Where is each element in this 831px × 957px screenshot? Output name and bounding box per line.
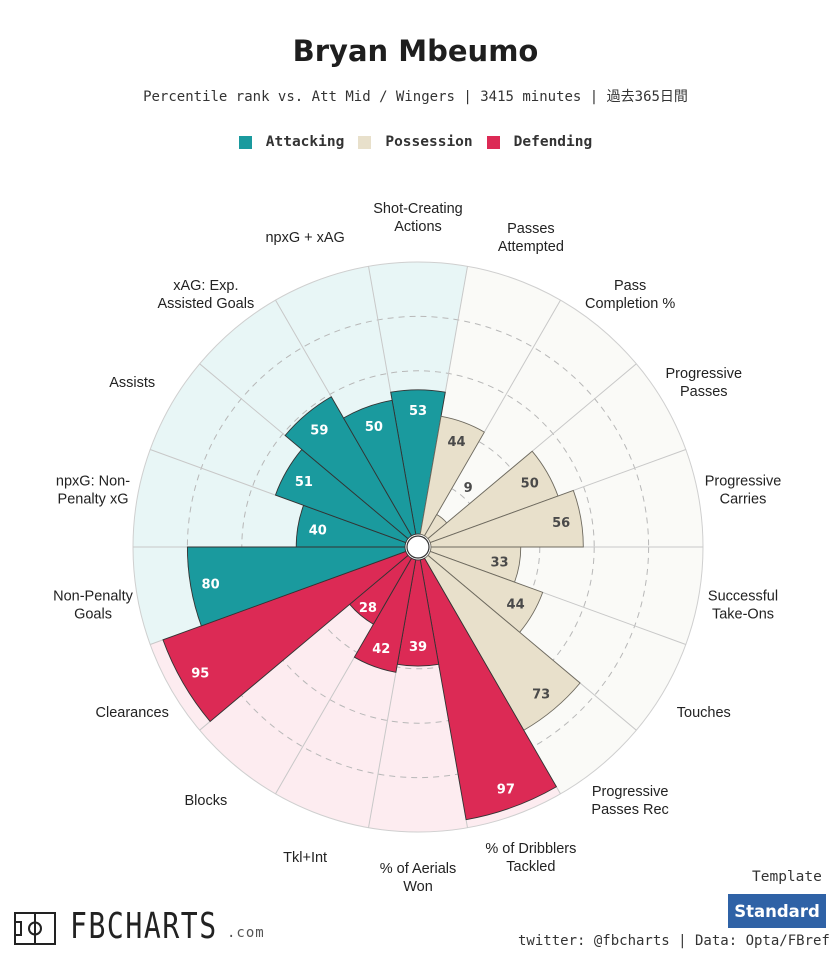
value-label: 95: [191, 667, 209, 682]
metric-label: % of Aerials Won: [380, 861, 457, 895]
value-label: 50: [521, 477, 539, 492]
legend-swatch-defending: [486, 135, 500, 149]
template-label: Template: [752, 869, 822, 885]
legend-label-attacking: Attacking: [265, 134, 345, 150]
data-credit: twitter: @fbcharts | Data: Opta/FBref: [518, 933, 830, 949]
bar-non-penalty-goals: [186, 546, 407, 627]
legend-item-defending: Defending: [486, 134, 593, 150]
template-standard-button[interactable]: Standard: [728, 894, 826, 928]
value-label: 40: [309, 523, 327, 538]
metric-label: Progressive Passes Rec: [591, 784, 668, 818]
legend-item-possession: Possession: [358, 134, 473, 150]
metric-label: npxG: Non-Penalty xG: [56, 474, 130, 508]
pitch-icon: [14, 912, 56, 945]
bar-clearances: [162, 550, 409, 723]
metric-label: xAG: Exp. Assisted Goals: [158, 278, 255, 312]
metric-label: Passes Attempted: [498, 221, 564, 255]
bar-xag-exp-assisted-goals: [284, 396, 413, 540]
metric-label: % of Dribblers Tackled: [485, 841, 576, 875]
metric-label: Clearances: [96, 705, 169, 721]
value-label: 9: [464, 481, 473, 496]
chart-subtitle: Percentile rank vs. Att Mid / Wingers | …: [143, 89, 688, 105]
value-label: 39: [409, 640, 427, 655]
metric-label: Successful Take-Ons: [708, 588, 778, 622]
value-label: 73: [532, 688, 550, 703]
metric-label: npxG + xAG: [265, 230, 344, 246]
metric-label: Blocks: [185, 793, 228, 809]
legend-item-attacking: Attacking: [238, 134, 345, 150]
value-label: 56: [552, 516, 570, 531]
center-hole: [406, 535, 430, 559]
sector-background: [199, 555, 412, 794]
value-label: 28: [359, 601, 377, 616]
value-label: 97: [497, 782, 515, 797]
legend: Attacking Possession Defending: [0, 134, 831, 150]
metric-label: Tkl+Int: [283, 850, 327, 866]
brand-suffix: .com: [227, 925, 265, 941]
bar-shot-creating-actions: [390, 389, 446, 535]
metric-label: Shot-Creating Actions: [373, 201, 462, 235]
bar--of-dribblers-tackled: [419, 557, 558, 821]
value-label: 44: [507, 597, 525, 612]
legend-label-possession: Possession: [385, 134, 473, 150]
metric-label: Non-Penalty Goals: [53, 588, 134, 622]
brand-wordmark: FBCHARTS: [70, 906, 218, 947]
metric-label: Progressive Passes: [666, 366, 743, 400]
fbcharts-logo: FBCHARTS .com: [14, 906, 264, 947]
value-label: 51: [295, 475, 313, 490]
metric-label: Touches: [677, 705, 731, 721]
bar-progressive-carries: [429, 489, 584, 548]
bar-progressive-passes-rec: [423, 554, 581, 731]
value-label: 59: [310, 423, 328, 438]
value-label: 42: [372, 642, 390, 657]
metric-label: Assists: [109, 375, 155, 391]
chart-title: Bryan Mbeumo: [292, 34, 539, 68]
value-label: 44: [447, 435, 465, 450]
bar-passes-attempted: [419, 415, 485, 537]
sector-background: [368, 559, 468, 833]
sector-background: [424, 300, 637, 539]
value-label: 33: [490, 555, 508, 570]
metric-label: Progressive Carries: [705, 474, 782, 508]
bar-tkl-int: [353, 557, 417, 673]
legend-label-defending: Defending: [513, 134, 593, 150]
metric-label: Pass Completion %: [585, 278, 675, 312]
legend-swatch-attacking: [238, 135, 252, 149]
legend-swatch-possession: [358, 135, 372, 149]
value-label: 80: [202, 578, 220, 593]
value-label: 53: [409, 404, 427, 419]
value-label: 50: [365, 420, 383, 435]
bar-npxg-xag: [342, 399, 417, 537]
